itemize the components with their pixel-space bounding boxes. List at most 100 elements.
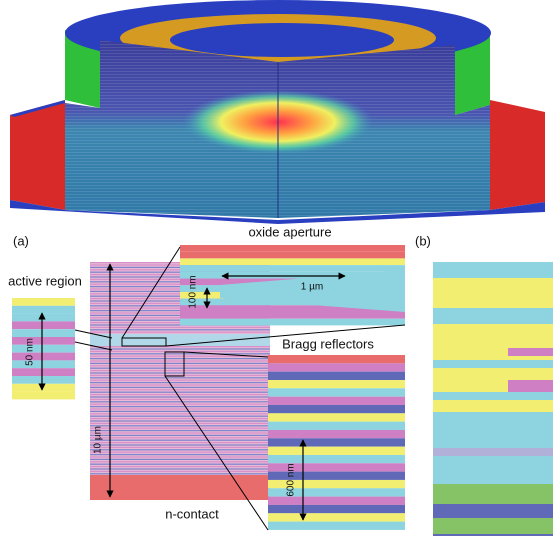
layer — [268, 388, 405, 396]
layer — [90, 423, 270, 424]
device-render — [10, 0, 545, 224]
layer — [90, 353, 270, 354]
layer — [90, 425, 270, 426]
scale-label: 600 nm — [286, 463, 297, 496]
layer — [90, 387, 270, 388]
layer — [433, 484, 553, 504]
layer — [268, 522, 405, 530]
layer — [268, 413, 405, 421]
layer — [268, 397, 405, 405]
panel-label: (a) — [13, 233, 29, 248]
region-label: active region — [8, 273, 82, 288]
layer — [90, 327, 270, 328]
layer — [180, 258, 405, 265]
layer — [90, 404, 270, 405]
layer — [180, 319, 405, 326]
layer — [90, 380, 270, 381]
layer — [90, 365, 270, 366]
layer — [90, 449, 270, 450]
layer — [433, 360, 553, 368]
layer — [90, 454, 270, 455]
region-label: oxide aperture — [248, 224, 331, 239]
layer — [90, 377, 270, 378]
layer — [508, 348, 553, 356]
layer — [433, 392, 553, 400]
layer — [90, 447, 270, 448]
layer — [433, 456, 553, 484]
layer — [90, 437, 270, 438]
layer — [90, 401, 270, 402]
layer — [268, 372, 405, 380]
layer — [90, 461, 270, 462]
layer — [433, 518, 553, 534]
layer — [268, 455, 405, 463]
layer — [433, 262, 553, 278]
layer — [180, 265, 405, 272]
layer — [12, 384, 75, 392]
layer — [90, 329, 270, 330]
layer — [90, 468, 270, 469]
layer — [90, 372, 270, 373]
layer — [90, 473, 270, 474]
layer — [268, 497, 405, 505]
scale-label: 100 nm — [188, 275, 199, 308]
layer — [12, 306, 75, 314]
layer — [90, 416, 270, 417]
panel-label: (b) — [415, 233, 431, 248]
layer — [268, 430, 405, 438]
layer — [433, 448, 553, 456]
layer — [433, 278, 553, 308]
layer — [268, 355, 405, 363]
region-label: Bragg reflectors — [282, 336, 374, 351]
layer — [433, 412, 553, 448]
layer — [433, 504, 553, 518]
layer — [12, 376, 75, 384]
layer — [90, 475, 270, 500]
layer-stacks — [12, 245, 553, 536]
figure: (a) (b) oxide aperture active region Bra… — [0, 0, 554, 536]
layer — [90, 442, 270, 443]
layer — [12, 314, 75, 322]
layer — [90, 392, 270, 393]
layer — [268, 505, 405, 513]
layer — [90, 430, 270, 431]
layer — [90, 334, 270, 346]
layer — [268, 405, 405, 413]
layer — [90, 394, 270, 395]
layer — [12, 392, 75, 400]
layer — [90, 411, 270, 412]
layer — [90, 435, 270, 436]
layer — [12, 353, 75, 361]
layer — [508, 380, 553, 392]
layer — [90, 466, 270, 467]
layer — [268, 447, 405, 455]
layer — [90, 348, 270, 349]
layer — [268, 380, 405, 388]
layer — [90, 408, 270, 409]
layer — [90, 368, 270, 369]
layer — [90, 346, 270, 347]
layer — [180, 245, 405, 252]
layer — [90, 406, 270, 407]
layer — [433, 308, 553, 324]
layer — [90, 358, 270, 359]
scale-label: 50 nm — [25, 338, 36, 366]
layer — [12, 298, 75, 306]
layer — [90, 440, 270, 441]
layer — [90, 459, 270, 460]
scale-label: 1 µm — [301, 282, 323, 293]
layer — [12, 337, 75, 345]
layer — [12, 345, 75, 353]
scale-label: 10 µm — [93, 426, 104, 454]
layer — [90, 389, 270, 390]
layer — [90, 384, 270, 385]
layer — [90, 452, 270, 453]
layer — [433, 400, 553, 412]
layer — [90, 418, 270, 419]
layer — [90, 471, 270, 472]
layer — [180, 312, 405, 319]
layer — [90, 360, 270, 361]
layer — [90, 420, 270, 421]
layer — [12, 360, 75, 368]
layer — [90, 432, 270, 433]
